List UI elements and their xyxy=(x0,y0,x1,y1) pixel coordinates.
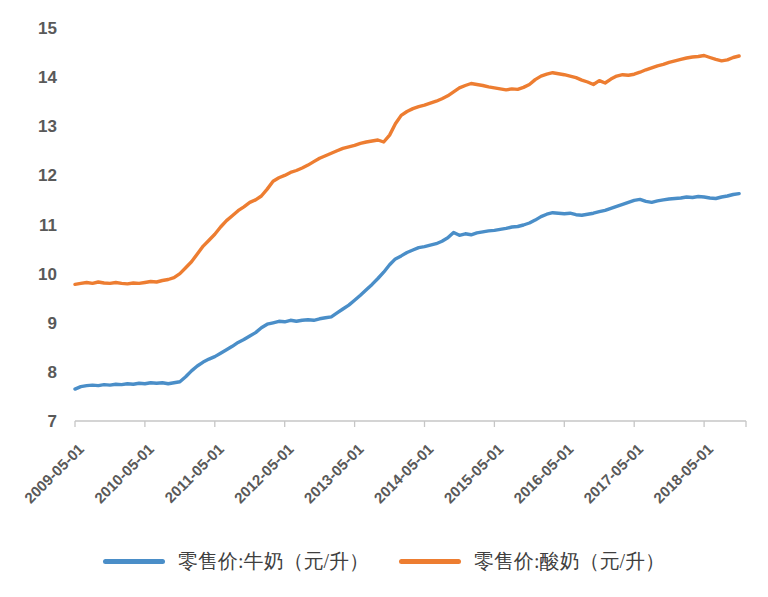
y-axis-tick-label: 7 xyxy=(48,412,57,431)
legend-item-milk: 零售价:牛奶（元/升） xyxy=(103,548,369,575)
x-axis-tick-label: 2011-05-01 xyxy=(161,440,227,506)
x-axis-tick-label: 2010-05-01 xyxy=(91,440,157,506)
chart-canvas: 15 14 13 12 11 10 9 8 7 2009-05-012010-05-012011-… xyxy=(0,0,768,597)
x-axis-tick-label: 2017-05-01 xyxy=(580,440,646,506)
milk-legend-label: 零售价:牛奶（元/升） xyxy=(178,548,369,575)
y-axis-tick-label: 10 xyxy=(38,265,57,284)
milk-line-swatch xyxy=(103,559,165,564)
yogurt-price-line xyxy=(75,56,739,285)
legend-item-yogurt: 零售价:酸奶（元/升） xyxy=(399,548,665,575)
plot-area: 15 14 13 12 11 10 9 8 7 2009-05-012010-05-012011-… xyxy=(0,0,768,545)
x-axis-tick-label: 2012-05-01 xyxy=(231,440,297,506)
x-axis-tick-label: 2014-05-01 xyxy=(370,440,436,506)
legend: 零售价:牛奶（元/升） 零售价:酸奶（元/升） xyxy=(0,544,768,578)
x-axis-tick-label: 2018-05-01 xyxy=(650,440,716,506)
yogurt-legend-label: 零售价:酸奶（元/升） xyxy=(474,548,665,575)
yogurt-line-swatch xyxy=(399,559,461,564)
x-axis-tick-label: 2013-05-01 xyxy=(300,440,366,506)
y-axis-tick-label: 8 xyxy=(48,363,57,382)
milk-price-line xyxy=(75,194,739,390)
x-axis-tick-label: 2016-05-01 xyxy=(510,440,576,506)
y-axis-tick-label: 12 xyxy=(38,166,57,185)
x-axis-tick-label: 2015-05-01 xyxy=(440,440,506,506)
y-axis-tick-label: 14 xyxy=(38,68,57,87)
y-axis-tick-label: 13 xyxy=(38,117,57,136)
y-axis-tick-label: 11 xyxy=(39,216,57,235)
y-axis-tick-label: 15 xyxy=(38,19,57,38)
y-axis-tick-label: 9 xyxy=(48,314,57,333)
x-axis-tick-label: 2009-05-01 xyxy=(21,440,87,506)
